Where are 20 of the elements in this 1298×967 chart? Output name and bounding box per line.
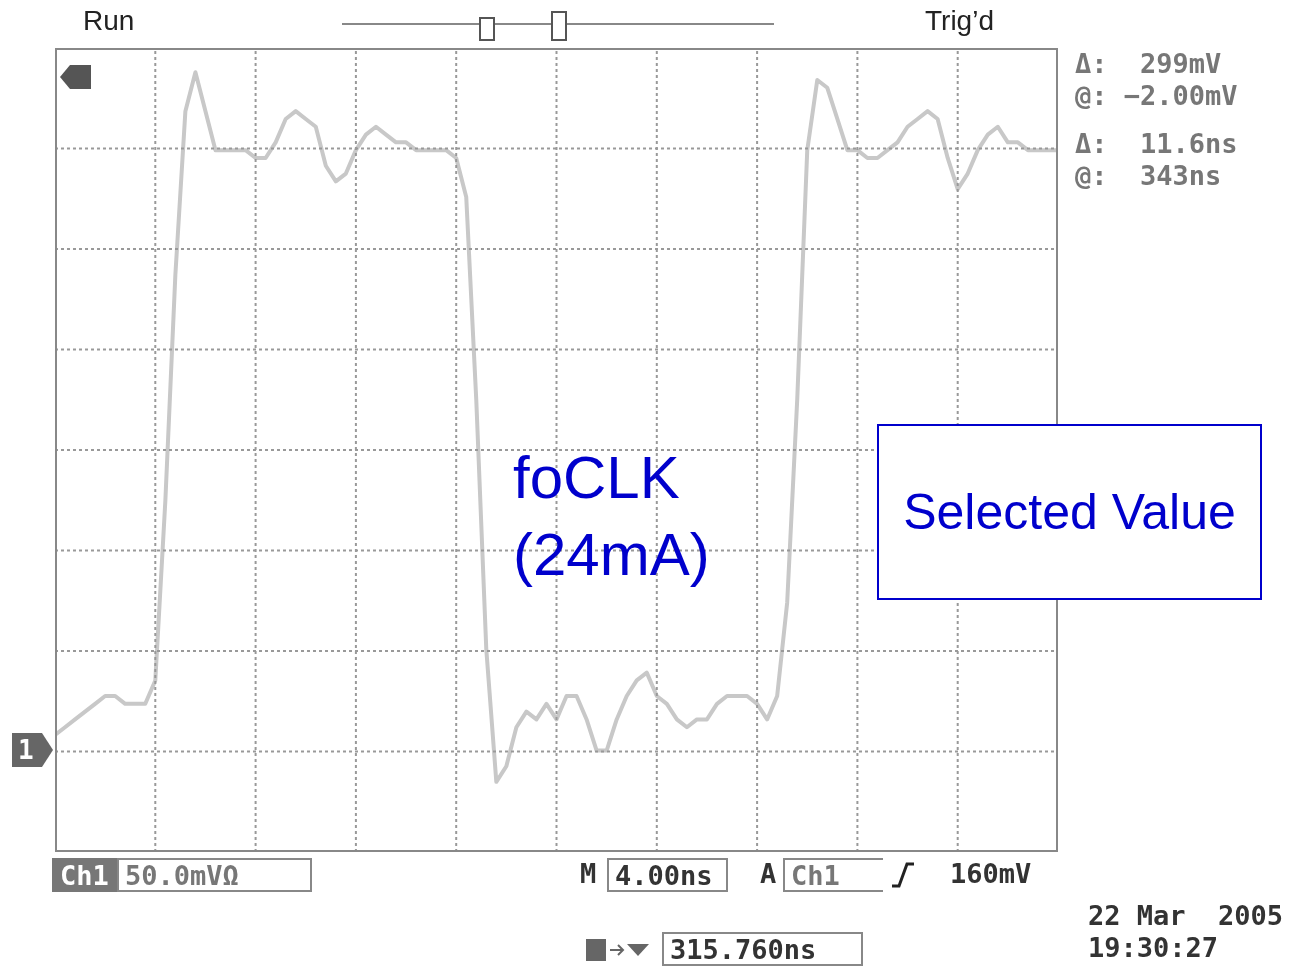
text: 160mV [950, 858, 1032, 889]
text: 315.760ns [662, 932, 863, 966]
text: Trig’d [925, 5, 994, 36]
text: A [760, 858, 777, 889]
text: 22 Mar 2005 [1088, 900, 1284, 931]
text: Ch1 [783, 858, 883, 892]
annotation: (24mA) [513, 521, 710, 588]
text: Δ: 11.6ns [1075, 128, 1238, 159]
text: 1 [18, 735, 34, 765]
text: @: −2.00mV [1075, 80, 1238, 111]
text: Ch1 [52, 858, 117, 892]
annotation: Selected Value [877, 424, 1262, 600]
text: 4.00ns [607, 858, 728, 892]
text: 50.0mVΩ [117, 858, 312, 892]
text: Run [83, 5, 135, 36]
annotation: foCLK [513, 444, 680, 511]
text: @: 343ns [1075, 160, 1222, 191]
text: 19:30:27 [1088, 932, 1219, 963]
text: Δ: 299mV [1075, 48, 1222, 79]
text: M [580, 858, 597, 889]
